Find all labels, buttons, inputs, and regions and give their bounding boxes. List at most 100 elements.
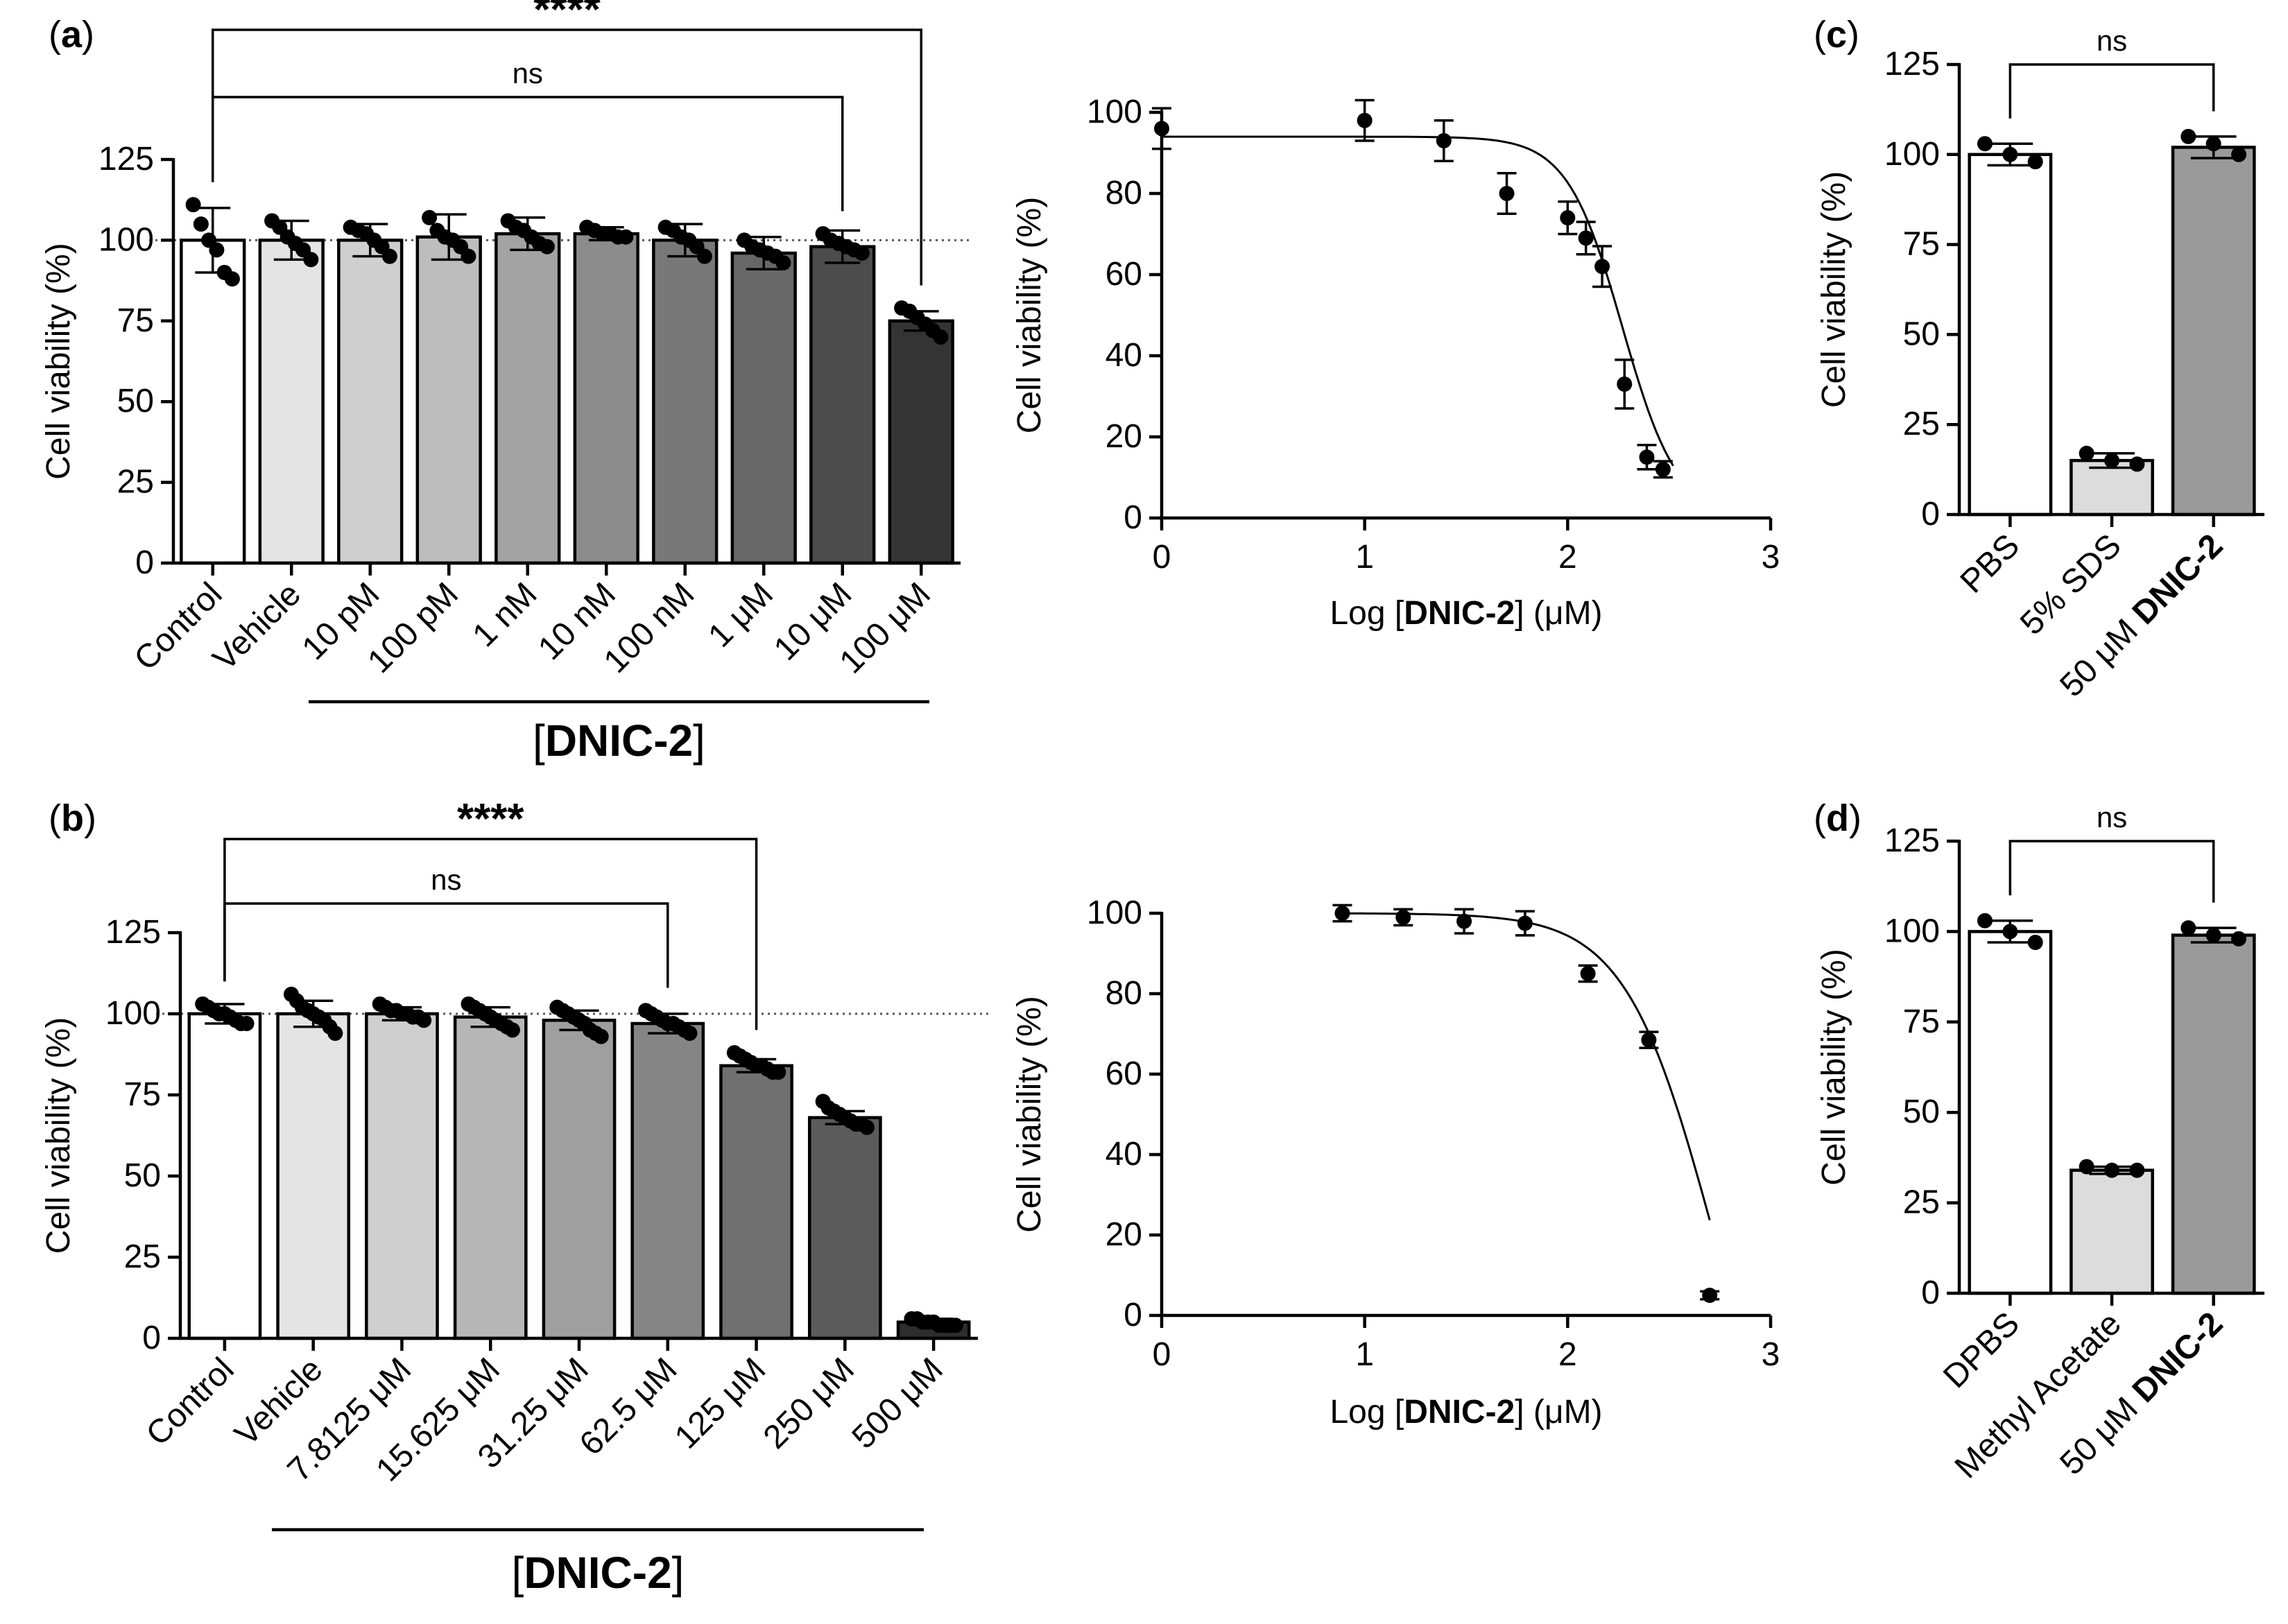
- y-axis-label: Cell viability (%): [1816, 171, 1852, 408]
- bar: [337, 239, 404, 565]
- data-point: [1594, 259, 1610, 275]
- y-tick-label: 100: [1884, 913, 1940, 949]
- y-tick-label: 0: [142, 1320, 161, 1356]
- y-axis-label: Cell viability (%): [1816, 949, 1852, 1185]
- data-point: [2027, 154, 2043, 170]
- y-tick-label: 80: [1106, 175, 1142, 211]
- data-point: [193, 216, 209, 232]
- data-point: [771, 1064, 786, 1080]
- x-tick-label: Vehicle: [206, 576, 308, 677]
- bar: [888, 319, 954, 565]
- data-point: [775, 254, 791, 270]
- y-tick-label: 75: [1903, 1003, 1940, 1040]
- data-point: [2079, 445, 2095, 461]
- bar: [630, 1021, 705, 1340]
- significance-label: ns: [2097, 801, 2127, 833]
- panel-label: (a): [49, 14, 94, 55]
- bar: [573, 232, 639, 565]
- data-point: [185, 197, 201, 213]
- data-point: [933, 329, 949, 345]
- data-point: [2205, 136, 2221, 152]
- x-tick-label: 100 nM: [597, 576, 702, 680]
- y-tick-label: 80: [1106, 975, 1142, 1012]
- x-tick-label: 62.5 μM: [573, 1351, 685, 1462]
- panel-label: (b): [49, 797, 96, 839]
- y-tick-label: 40: [1106, 1136, 1142, 1173]
- group-label: [DNIC-2]: [512, 1548, 685, 1598]
- y-tick-label: 0: [1124, 499, 1142, 536]
- data-point: [1357, 112, 1373, 128]
- x-tick-label: 500 μM: [845, 1351, 950, 1455]
- bar: [652, 239, 719, 565]
- data-point: [2181, 128, 2196, 144]
- data-point: [2104, 453, 2119, 469]
- x-tick-label: 1: [1355, 1336, 1374, 1373]
- y-tick-label: 0: [1124, 1297, 1142, 1333]
- bar: [1968, 153, 2053, 517]
- x-tick-label: Control: [128, 576, 230, 677]
- y-tick-label: 50: [1903, 316, 1940, 352]
- x-tick-label: 100 pM: [361, 576, 465, 680]
- data-point: [1395, 909, 1411, 925]
- data-point: [1655, 461, 1671, 477]
- fit-curve: [1162, 135, 1674, 467]
- bar: [807, 1116, 882, 1340]
- x-tick-label: 3: [1762, 1336, 1780, 1373]
- data-point: [327, 1026, 343, 1042]
- data-point: [2027, 935, 2043, 951]
- data-point: [224, 271, 240, 287]
- y-axis-label: Cell viability (%): [40, 1017, 77, 1254]
- fit-curve: [1342, 912, 1711, 1220]
- significance-label: ns: [2097, 24, 2127, 57]
- data-point: [2129, 456, 2145, 472]
- x-axis-label: Log [DNIC-2] (μM): [1330, 595, 1602, 632]
- bar: [276, 1012, 351, 1340]
- bar: [719, 1064, 793, 1340]
- y-tick-label: 75: [117, 302, 154, 339]
- data-point: [2129, 1162, 2145, 1178]
- y-tick-label: 25: [1903, 1184, 1940, 1221]
- a_curve-chart: 0 20 40 60 80 100 0 1 2 3 Cell viability (%) Log [D…: [1011, 94, 1780, 632]
- y-tick-label: 125: [1884, 46, 1940, 83]
- data-point: [2205, 927, 2221, 943]
- data-point: [2002, 924, 2018, 940]
- data-point: [1334, 906, 1350, 921]
- y-tick-label: 50: [124, 1157, 161, 1194]
- data-point: [2231, 931, 2247, 947]
- x-tick-label: PBS: [1954, 527, 2027, 600]
- data-point: [1456, 913, 1472, 929]
- data-point: [1639, 449, 1655, 465]
- x-tick-label: 125 μM: [668, 1351, 773, 1455]
- bar: [542, 1019, 617, 1340]
- y-tick-label: 0: [135, 544, 154, 581]
- significance-bracket: [2009, 840, 2215, 903]
- significance-label: ****: [533, 0, 601, 34]
- data-point: [1641, 1032, 1657, 1048]
- bar: [494, 232, 561, 565]
- data-point: [1517, 915, 1533, 931]
- significance-label: ****: [457, 795, 524, 843]
- y-tick-label: 100: [98, 221, 154, 258]
- y-tick-label: 100: [1087, 94, 1142, 130]
- x-tick-label: 1: [1355, 539, 1374, 576]
- b_curve-chart: 0 20 40 60 80 100 0 1 2 3 Cell viability (%) Log [D…: [1011, 895, 1780, 1431]
- bar: [365, 1012, 439, 1340]
- data-point: [1977, 913, 1993, 928]
- data-point: [859, 1119, 875, 1135]
- y-axis-label: Cell viability (%): [1011, 197, 1048, 433]
- y-tick-label: 100: [1087, 895, 1142, 931]
- data-point: [2231, 146, 2247, 162]
- data-point: [303, 252, 319, 268]
- significance-bracket: [212, 96, 844, 211]
- bar: [180, 239, 246, 565]
- data-point: [1580, 966, 1596, 981]
- y-tick-label: 0: [1921, 1275, 1940, 1311]
- x-tick-label: 0: [1153, 539, 1171, 576]
- significance-bracket: [2009, 63, 2215, 119]
- x-tick-label: DPBS: [1936, 1305, 2027, 1395]
- data-point: [1578, 230, 1594, 246]
